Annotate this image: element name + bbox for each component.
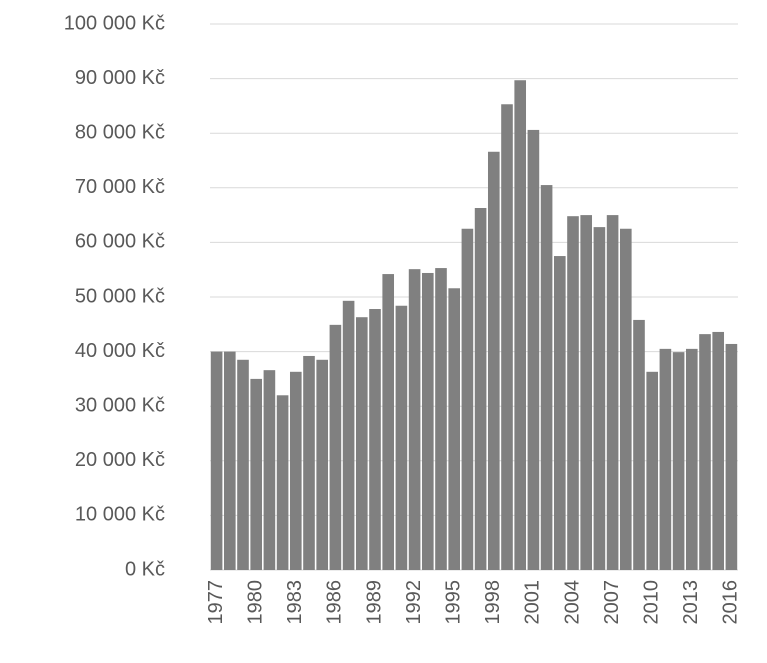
- y-tick-label: 90 000 Kč: [75, 67, 165, 89]
- bar: [329, 324, 342, 570]
- bar: [369, 309, 381, 570]
- bar: [580, 215, 593, 570]
- bar: [659, 348, 672, 570]
- x-tick-label: 1992: [403, 580, 425, 625]
- x-tick-label: 2016: [720, 580, 742, 625]
- bar: [633, 319, 645, 570]
- y-tick-label: 50 000 Kč: [75, 285, 165, 307]
- bar: [474, 208, 487, 570]
- bar: [725, 343, 738, 570]
- bar: [303, 355, 315, 570]
- x-tick-label: 2007: [601, 580, 623, 625]
- x-tick-label: 2004: [561, 580, 583, 625]
- bar: [210, 351, 223, 570]
- y-tick-label: 10 000 Kč: [75, 504, 165, 526]
- x-tick-label: 1995: [442, 580, 464, 625]
- bar: [276, 395, 289, 570]
- y-tick-label: 20 000 Kč: [75, 449, 165, 471]
- bar: [263, 370, 276, 570]
- bar: [606, 215, 619, 570]
- y-tick-label: 40 000 Kč: [75, 340, 165, 362]
- bar: [461, 228, 474, 570]
- x-tick-label: 2001: [522, 580, 544, 625]
- bar: [408, 269, 421, 570]
- bar: [646, 371, 659, 570]
- bar: [567, 216, 579, 570]
- y-tick-label: 70 000 Kč: [75, 176, 165, 198]
- bar: [289, 371, 302, 570]
- y-tick-label: 30 000 Kč: [75, 394, 165, 416]
- bar: [672, 352, 685, 570]
- bar: [448, 288, 461, 570]
- bar: [685, 348, 698, 570]
- x-tick-label: 1989: [363, 580, 385, 625]
- y-tick-label: 60 000 Kč: [75, 231, 165, 253]
- bar: [421, 272, 434, 570]
- bar: [553, 256, 566, 570]
- bar: [237, 359, 249, 570]
- y-tick-label: 0 Kč: [125, 558, 165, 580]
- bar: [619, 228, 632, 570]
- bar: [395, 305, 408, 570]
- x-tick-label: 1998: [482, 580, 504, 625]
- bar: [435, 268, 447, 570]
- bar: [250, 378, 263, 570]
- bar: [593, 227, 606, 570]
- bar: [487, 151, 500, 570]
- x-tick-label: 1977: [205, 580, 227, 625]
- bar: [527, 129, 540, 570]
- bar: [514, 80, 527, 570]
- bar: [342, 300, 355, 570]
- x-tick-label: 2013: [680, 580, 702, 625]
- y-tick-label: 80 000 Kč: [75, 121, 165, 143]
- bar: [382, 274, 395, 570]
- x-tick-label: 1986: [324, 580, 346, 625]
- bar: [223, 351, 236, 570]
- bar: [699, 334, 711, 570]
- bar: [712, 331, 725, 570]
- bar: [501, 104, 513, 571]
- y-tick-label: 100 000 Kč: [64, 12, 165, 34]
- x-tick-label: 1983: [284, 580, 306, 625]
- bar: [316, 359, 329, 570]
- bar: [355, 317, 368, 570]
- bar: [540, 185, 553, 570]
- x-tick-label: 2010: [640, 580, 662, 625]
- x-tick-label: 1980: [244, 580, 266, 625]
